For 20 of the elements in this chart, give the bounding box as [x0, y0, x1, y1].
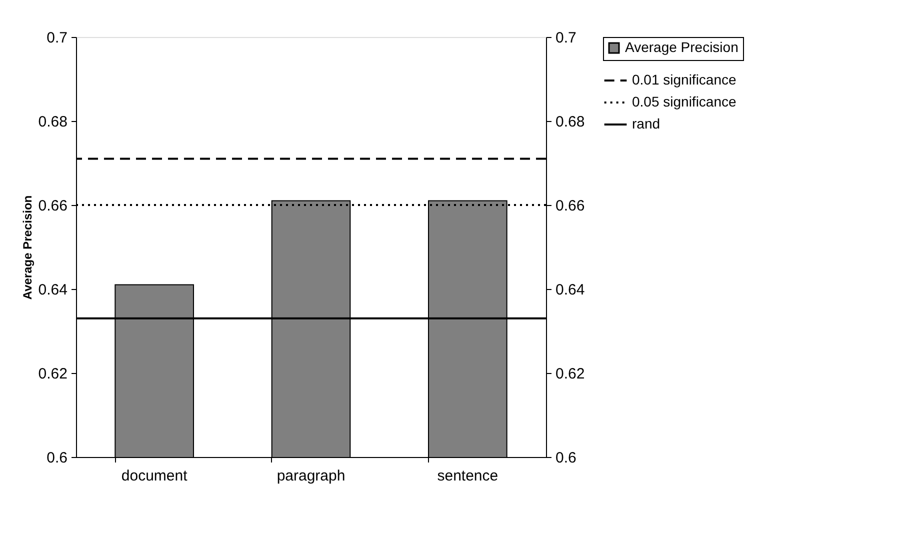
- y-tick-label: 0.66: [38, 198, 68, 214]
- y-tick-label: 0.68: [38, 114, 68, 130]
- y2-tick-label: 0.66: [556, 198, 585, 214]
- legend-label: 0.05 significance: [632, 94, 737, 110]
- y-axis-title: Average Precision: [20, 195, 34, 300]
- y-tick-label: 0.64: [38, 282, 68, 298]
- y2-tick-label: 0.68: [556, 114, 585, 130]
- y2-tick-label: 0.62: [556, 366, 585, 382]
- y-tick-label: 0.7: [46, 30, 68, 46]
- x-tick-label: document: [121, 468, 188, 484]
- x-tick-label: sentence: [437, 468, 498, 484]
- y2-tick-label: 0.7: [556, 30, 576, 46]
- y2-tick-label: 0.64: [556, 282, 585, 298]
- y2-tick-label: 0.6: [556, 450, 576, 466]
- legend-label: Average Precision: [625, 39, 738, 55]
- y-tick-label: 0.6: [46, 450, 68, 466]
- x-tick-label: paragraph: [276, 468, 346, 484]
- legend-label: rand: [632, 116, 660, 132]
- y-tick-label: 0.62: [38, 366, 68, 382]
- legend-label: 0.01 significance: [632, 72, 737, 88]
